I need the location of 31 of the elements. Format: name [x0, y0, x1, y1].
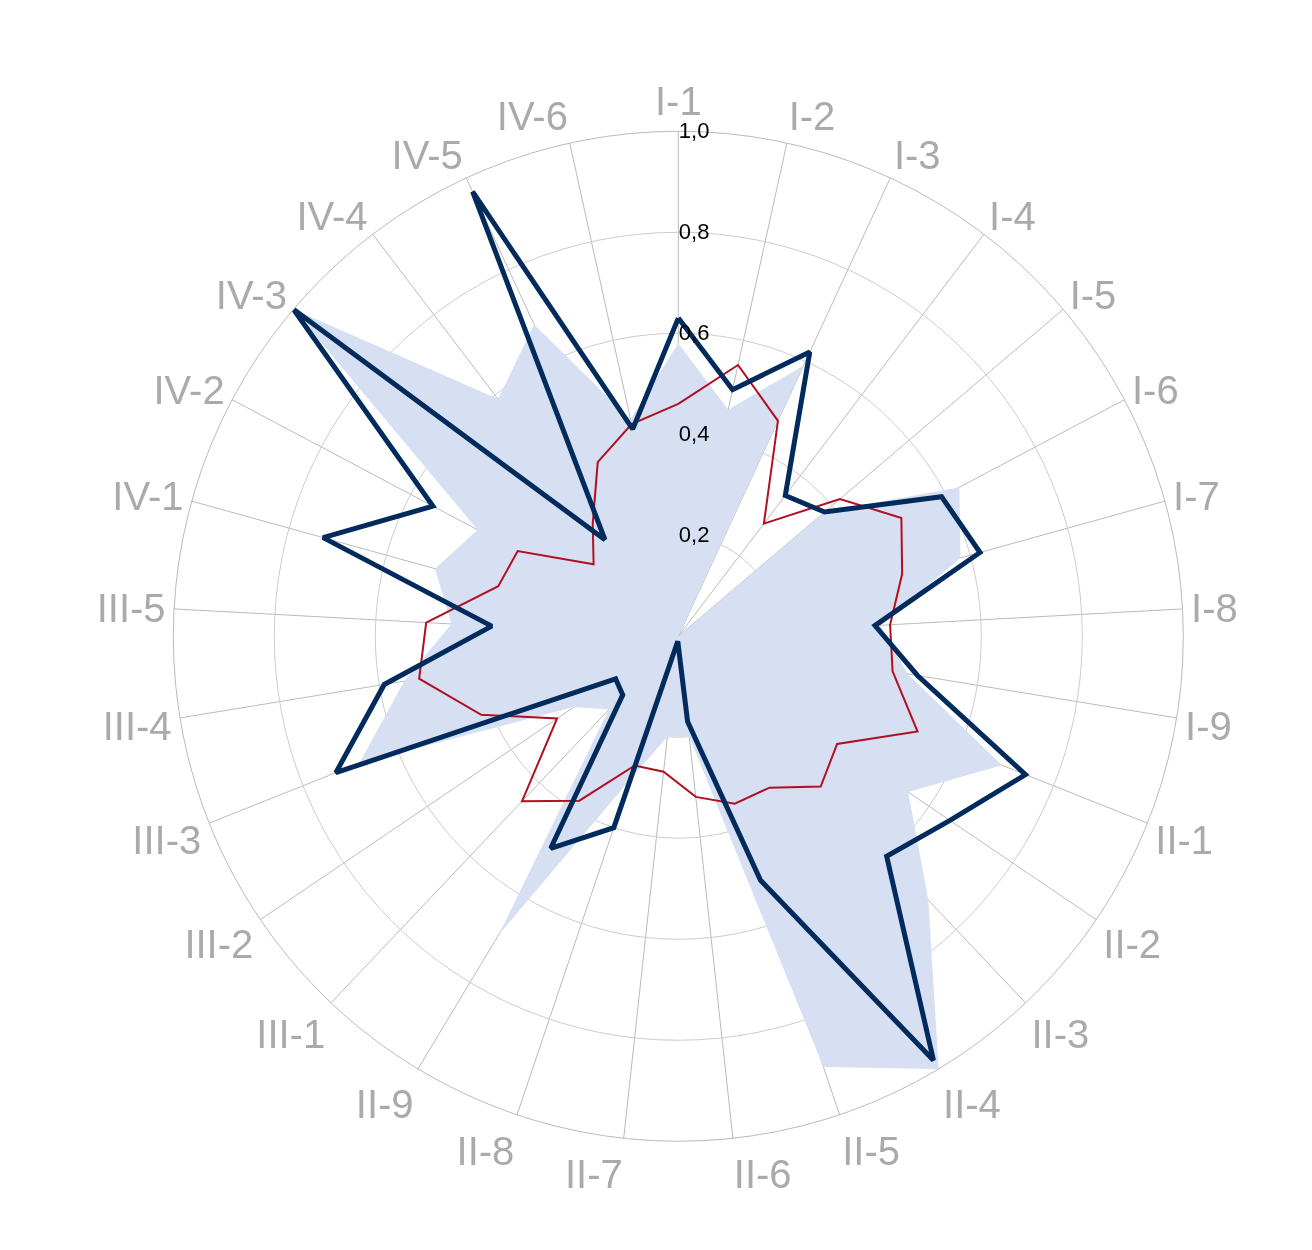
spoke-label: III-2: [184, 922, 254, 967]
spoke-label: I-6: [1131, 368, 1179, 413]
spoke-label: III-1: [256, 1011, 326, 1056]
spoke-label: II-1: [1155, 818, 1214, 863]
spoke-label: IV-1: [112, 474, 184, 519]
spoke-label: II-9: [355, 1081, 414, 1126]
spoke-label: II-7: [564, 1152, 623, 1197]
spoke-label: III-3: [132, 818, 202, 863]
y-tick-label: 0,2: [678, 522, 710, 548]
spoke-label: II-4: [943, 1081, 1001, 1126]
spoke-label: I-8: [1191, 586, 1238, 630]
y-tick-label: 0,4: [678, 421, 710, 447]
spoke-label: I-7: [1173, 474, 1220, 519]
spoke-label: IV-3: [215, 273, 287, 318]
spoke-label: IV-5: [391, 132, 463, 177]
spoke-label: II-8: [456, 1129, 515, 1174]
spoke-label: II-6: [733, 1152, 792, 1197]
spoke-label: IV-4: [296, 193, 368, 238]
spoke-label: II-5: [842, 1129, 901, 1174]
spoke-label: II-3: [1031, 1011, 1090, 1056]
spoke-label: I-2: [788, 93, 836, 138]
spoke-label: III-4: [102, 703, 172, 748]
spoke-label: IV-2: [153, 368, 225, 413]
spoke-label: III-5: [96, 586, 166, 630]
spoke-label: IV-6: [496, 93, 568, 138]
spoke-label: I-3: [893, 132, 941, 177]
spoke-label: I-5: [1069, 273, 1117, 318]
spoke-label: II-2: [1103, 922, 1162, 967]
spoke-label: I-9: [1185, 703, 1232, 748]
spoke-label: I-4: [989, 193, 1036, 238]
y-tick-label: 0,8: [678, 219, 710, 245]
